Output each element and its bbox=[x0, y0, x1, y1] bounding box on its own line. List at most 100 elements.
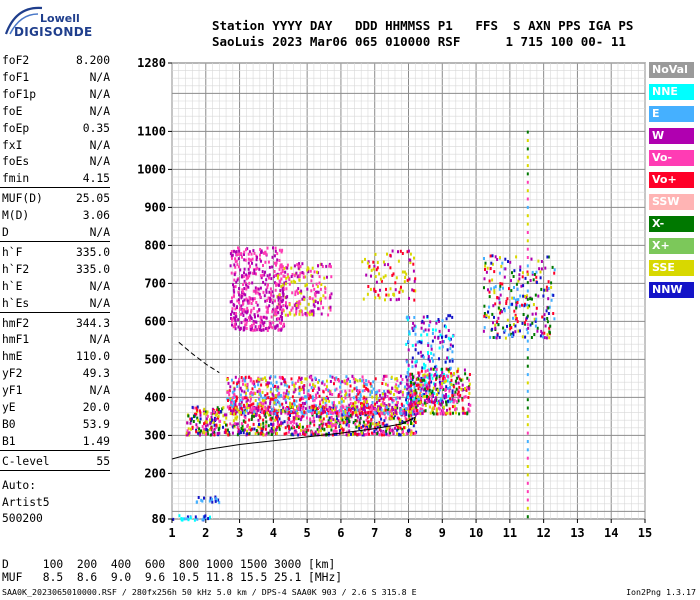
echo-point bbox=[380, 403, 383, 407]
echo-point bbox=[319, 298, 322, 302]
echo-point bbox=[255, 263, 258, 267]
echo-point bbox=[316, 285, 319, 289]
echo-point bbox=[531, 312, 534, 316]
echo-point bbox=[406, 420, 409, 424]
echo-point bbox=[553, 268, 556, 272]
echo-point bbox=[370, 431, 373, 435]
echo-point bbox=[198, 431, 201, 435]
echo-point bbox=[530, 336, 533, 339]
echo-point bbox=[255, 429, 258, 432]
echo-point bbox=[411, 394, 414, 398]
echo-point bbox=[502, 286, 504, 290]
echo-point bbox=[325, 414, 328, 418]
echo-point bbox=[264, 401, 267, 405]
echo-point bbox=[383, 433, 386, 437]
echo-point bbox=[258, 325, 260, 329]
echo-point bbox=[330, 419, 333, 422]
echo-point bbox=[242, 274, 245, 278]
echo-point bbox=[264, 427, 267, 431]
echo-point bbox=[383, 431, 385, 435]
echo-point bbox=[389, 298, 392, 302]
echo-point bbox=[367, 420, 370, 424]
echo-point bbox=[256, 413, 258, 417]
x-tick-label: 1 bbox=[168, 526, 175, 540]
echo-point bbox=[216, 432, 219, 435]
marker-point bbox=[526, 465, 529, 468]
echo-point bbox=[242, 301, 245, 305]
echo-point bbox=[311, 404, 314, 408]
echo-point bbox=[493, 286, 496, 290]
echo-point bbox=[373, 429, 376, 433]
echo-point bbox=[345, 379, 348, 383]
param-separator bbox=[0, 311, 110, 313]
echo-point bbox=[432, 359, 434, 363]
echo-point bbox=[513, 286, 515, 289]
echo-point bbox=[421, 319, 424, 323]
marker-point bbox=[526, 272, 529, 276]
echo-point bbox=[212, 421, 215, 424]
echo-point bbox=[258, 414, 261, 418]
echo-point bbox=[276, 389, 279, 393]
echo-point bbox=[236, 263, 239, 267]
echo-point bbox=[314, 300, 317, 304]
echo-point bbox=[262, 315, 265, 319]
echo-point bbox=[366, 423, 369, 427]
echo-point bbox=[407, 385, 410, 389]
echo-point bbox=[426, 375, 429, 379]
echo-point bbox=[299, 271, 302, 275]
echo-point bbox=[307, 428, 310, 432]
echo-point bbox=[452, 411, 454, 415]
echo-point bbox=[521, 335, 524, 339]
echo-point bbox=[288, 425, 291, 429]
marker-point bbox=[526, 389, 529, 393]
echo-point bbox=[321, 265, 324, 268]
echo-point bbox=[389, 397, 392, 400]
legend-item-w: W bbox=[649, 128, 694, 144]
echo-point bbox=[272, 426, 275, 430]
echo-point bbox=[384, 274, 387, 278]
echo-point bbox=[412, 392, 415, 396]
echo-point bbox=[265, 431, 268, 435]
echo-point bbox=[274, 249, 277, 253]
echo-point bbox=[230, 312, 232, 316]
param-separator bbox=[0, 469, 110, 471]
echo-point bbox=[332, 411, 334, 415]
param-row: yE 20.0 bbox=[2, 401, 110, 416]
echo-point bbox=[278, 248, 281, 252]
echo-point bbox=[426, 315, 429, 318]
echo-point bbox=[361, 260, 364, 264]
echo-point bbox=[396, 378, 399, 382]
echo-point bbox=[378, 389, 381, 393]
echo-point bbox=[437, 406, 440, 410]
echo-point bbox=[432, 328, 434, 332]
echo-point bbox=[272, 397, 275, 401]
echo-point bbox=[329, 374, 332, 378]
echo-point bbox=[268, 276, 270, 280]
echo-point bbox=[343, 416, 346, 419]
echo-point bbox=[190, 427, 192, 431]
echo-point bbox=[407, 340, 410, 343]
param-row: foE N/A bbox=[2, 105, 110, 120]
echo-point bbox=[390, 390, 392, 394]
echo-point bbox=[420, 383, 423, 387]
echo-point bbox=[509, 260, 512, 264]
echo-point bbox=[290, 266, 293, 270]
echo-point bbox=[230, 250, 233, 253]
echo-point bbox=[311, 266, 314, 270]
echo-point bbox=[245, 287, 248, 291]
echo-point bbox=[267, 296, 270, 300]
echo-point bbox=[374, 391, 377, 394]
echo-point bbox=[276, 422, 279, 426]
echo-point bbox=[453, 398, 456, 402]
echo-point bbox=[305, 400, 308, 404]
param-row: foF1p N/A bbox=[2, 88, 110, 103]
echo-point bbox=[346, 382, 349, 386]
echo-point bbox=[334, 406, 337, 410]
echo-point bbox=[382, 377, 385, 381]
echo-point bbox=[445, 393, 447, 396]
echo-point bbox=[414, 413, 417, 417]
echo-point bbox=[355, 395, 358, 399]
echo-point bbox=[411, 372, 414, 376]
echo-point bbox=[232, 302, 235, 306]
echo-point bbox=[390, 410, 393, 414]
